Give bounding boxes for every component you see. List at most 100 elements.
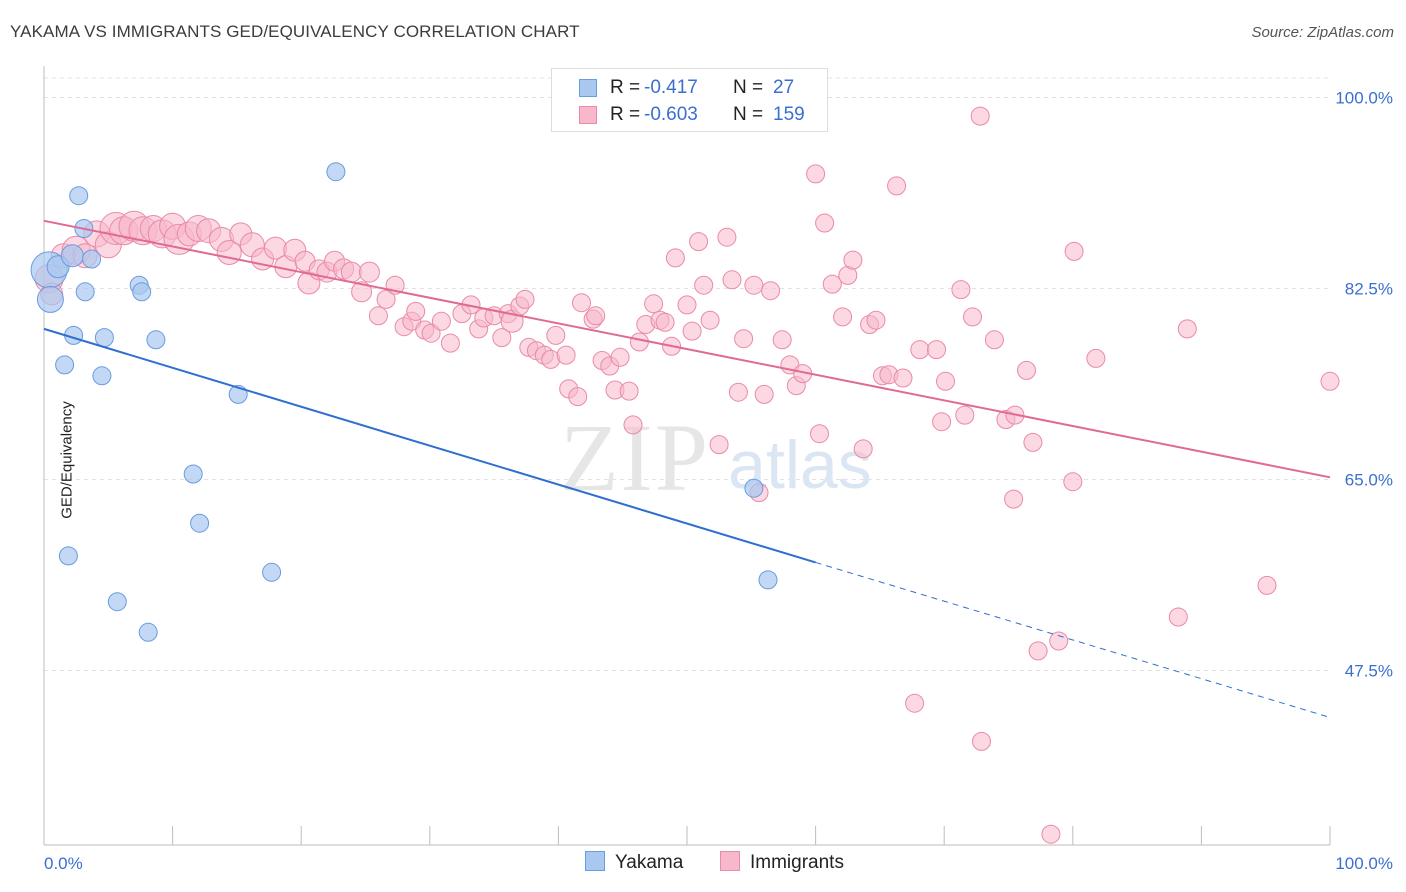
immigrants-point: [1168, 607, 1188, 627]
y-tick-label: 100.0%: [1335, 89, 1393, 108]
legend-item-yakama[interactable]: Yakama: [585, 851, 683, 874]
immigrants-point: [951, 280, 971, 300]
immigrants-point: [1023, 432, 1043, 452]
y-axis-label: GED/Equivalency: [58, 401, 76, 519]
yakama-point: [36, 285, 64, 313]
x-tick-label: 100.0%: [1335, 854, 1393, 873]
yakama-point: [82, 249, 102, 269]
stats-row-immigrants: R = -0.603 N = 159: [552, 101, 827, 129]
n-value: 27: [773, 77, 795, 98]
yakama-point: [58, 546, 78, 566]
yakama-point: [758, 570, 778, 590]
immigrants-point: [910, 340, 930, 360]
immigrants-point: [492, 328, 512, 348]
immigrants-point: [932, 412, 952, 432]
n-value: 159: [773, 104, 805, 125]
watermark: ZIP atlas: [560, 404, 872, 511]
n-label: N =: [733, 104, 764, 125]
immigrants-point: [772, 330, 792, 350]
immigrants-point: [1177, 319, 1197, 339]
tick-labels: 47.5% 65.0% 82.5% 100.0% 0.0% 100.0%: [44, 89, 1393, 874]
immigrants-point: [677, 295, 697, 315]
immigrants-swatch: [579, 106, 597, 124]
y-tick-label: 47.5%: [1345, 662, 1393, 681]
immigrants-point: [1017, 360, 1036, 380]
immigrants-point: [1063, 472, 1083, 492]
immigrants-point: [572, 293, 591, 313]
yakama-point: [326, 162, 346, 182]
immigrants-point: [655, 312, 675, 332]
immigrants-point: [406, 301, 426, 321]
immigrants-point: [376, 289, 396, 309]
yakama-trend-extension: [815, 561, 1331, 718]
immigrants-point: [515, 289, 535, 309]
immigrants-point: [972, 731, 991, 751]
source-label: Source: ZipAtlas.com: [1251, 24, 1394, 41]
immigrants-point: [709, 435, 729, 455]
immigrants-point: [556, 345, 576, 365]
immigrants-point: [1004, 489, 1024, 509]
legend-label: Immigrants: [750, 852, 844, 873]
r-value: -0.417: [644, 77, 698, 98]
yakama-point: [69, 186, 89, 206]
r-value: -0.603: [644, 104, 698, 125]
immigrants-point: [358, 261, 380, 283]
immigrants-point: [610, 347, 630, 367]
yakama-point: [190, 513, 210, 533]
immigrants-point: [431, 311, 451, 331]
immigrants-point: [586, 306, 606, 326]
immigrants-point: [734, 329, 754, 349]
immigrants-point: [887, 176, 907, 196]
yakama-trend-line: [43, 327, 816, 564]
immigrants-point: [1064, 241, 1084, 261]
x-tick-label: 0.0%: [44, 854, 83, 873]
immigrants-point: [728, 382, 748, 402]
immigrants-point: [806, 164, 826, 184]
immigrants-point: [893, 368, 913, 388]
immigrants-point: [700, 310, 720, 330]
r-label: R =: [610, 104, 641, 125]
immigrants-point: [1086, 348, 1106, 368]
immigrants-point: [984, 330, 1004, 350]
yakama-point: [60, 244, 84, 268]
immigrants-point: [644, 294, 664, 314]
yakama-point: [107, 592, 127, 612]
immigrants-point: [340, 261, 362, 283]
immigrants-point: [815, 213, 835, 233]
immigrants-point: [722, 270, 742, 290]
r-label: R =: [610, 77, 641, 98]
legend-item-immigrants[interactable]: Immigrants: [720, 851, 844, 874]
immigrants-point: [694, 275, 714, 295]
immigrants-point: [963, 307, 982, 327]
stats-box: R = -0.417 N = 27 R = -0.603 N = 159: [551, 68, 828, 132]
immigrants-point: [936, 371, 955, 391]
immigrants-point: [351, 281, 373, 303]
immigrants-point: [761, 281, 781, 301]
immigrants-point: [1028, 641, 1048, 661]
points-layer: [30, 106, 1340, 844]
immigrants-point: [833, 307, 853, 327]
yakama-point: [75, 282, 95, 302]
immigrants-point: [368, 306, 388, 326]
immigrants-point: [822, 274, 842, 294]
grid-layer: [44, 77, 1330, 671]
immigrants-point: [955, 405, 975, 425]
yakama-point: [183, 464, 203, 484]
immigrants-point: [927, 340, 946, 360]
immigrants-point: [568, 387, 588, 407]
immigrants-swatch: [720, 851, 740, 871]
yakama-point: [146, 330, 166, 350]
stats-row-yakama: R = -0.417 N = 27: [552, 74, 827, 102]
immigrants-point: [744, 275, 764, 295]
yakama-point: [138, 622, 158, 642]
yakama-point: [262, 562, 282, 582]
immigrants-point: [629, 332, 649, 352]
yakama-point: [132, 282, 152, 302]
immigrants-point: [1320, 371, 1340, 391]
chart-title: YAKAMA VS IMMIGRANTS GED/EQUIVALENCY COR…: [10, 22, 580, 41]
immigrants-point: [1049, 631, 1069, 651]
immigrants-point: [754, 384, 774, 404]
immigrants-point: [866, 310, 886, 330]
immigrants-point: [665, 248, 685, 268]
